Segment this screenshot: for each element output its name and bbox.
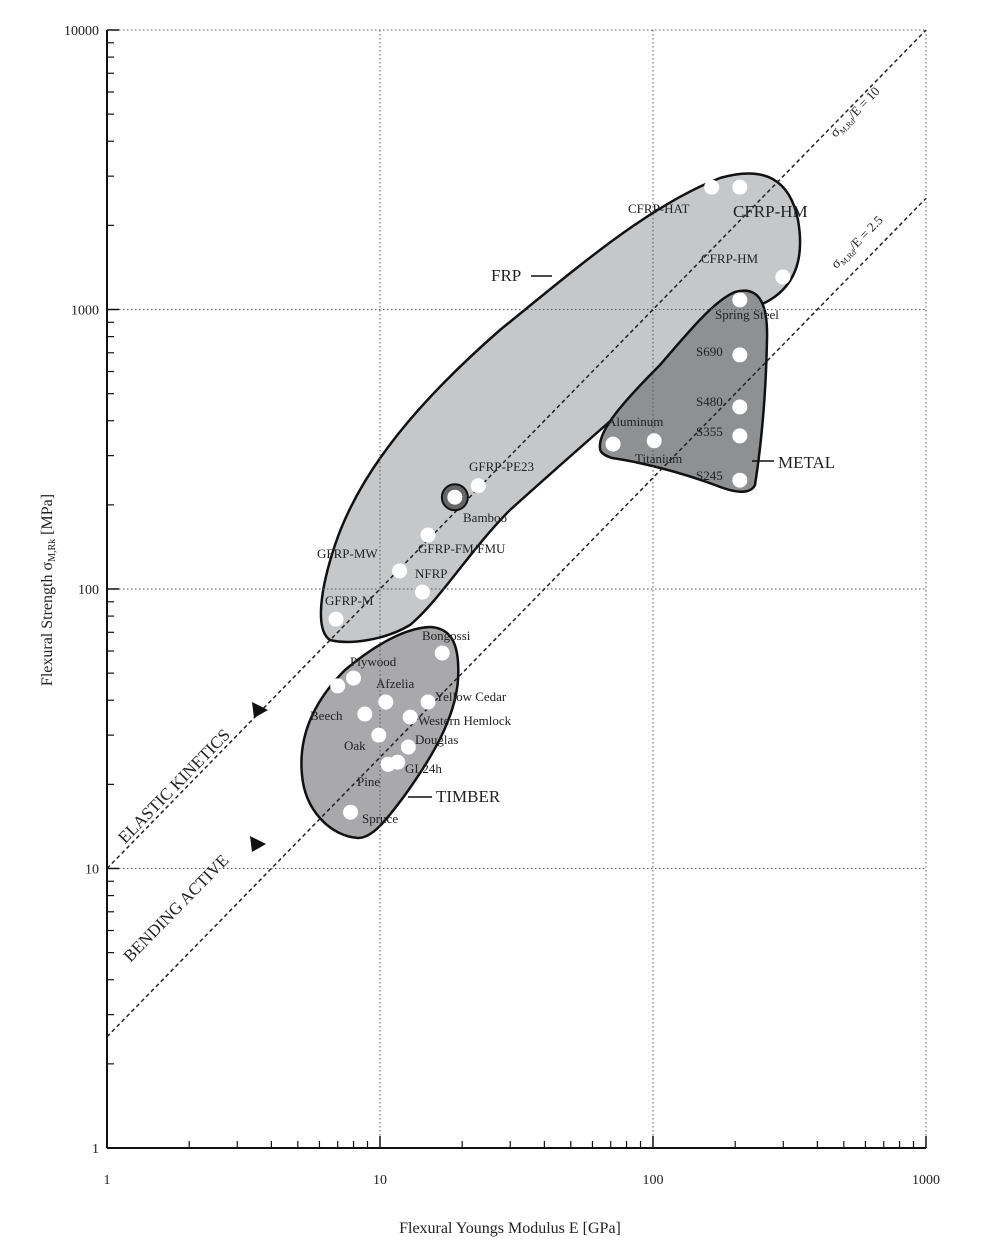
guide-text: /E = 10 [845, 84, 883, 122]
data-point [390, 754, 406, 770]
data-point [343, 804, 359, 820]
point-label: Bamboo [463, 510, 507, 525]
point-label: Yellow Cedar [435, 689, 507, 704]
region-label: METAL [778, 453, 835, 472]
data-point [378, 694, 394, 710]
data-point [732, 292, 748, 308]
point-label: Aluminum [607, 414, 663, 429]
y-label-subscript: M,Rk [47, 539, 58, 562]
data-point [732, 347, 748, 363]
point-label: Oak [344, 738, 366, 753]
point-label: Afzelia [376, 676, 414, 691]
y-tick-label: 10000 [64, 24, 99, 39]
data-point [704, 179, 720, 195]
y-tick-label: 10 [85, 863, 99, 878]
points [328, 179, 791, 820]
point-label: S480 [696, 394, 723, 409]
guide-line [106, 197, 927, 1038]
x-tick-label: 1 [104, 1173, 111, 1188]
point-label: GFRP-MW [317, 546, 378, 561]
data-point [732, 179, 748, 195]
guide-line [106, 29, 927, 870]
y-label-suffix: [MPa] [39, 494, 56, 539]
point-label: CFRP-HAT [628, 201, 689, 216]
point-label: Western Hemlock [418, 713, 512, 728]
data-point [775, 269, 791, 285]
guides: σM,Rd/E = 10 σM,Rd/E = 2.5 [106, 29, 927, 1038]
data-point [646, 433, 662, 449]
arrow-marker [250, 836, 266, 852]
guide-label: σM,Rd/E = 2.5 [828, 212, 887, 272]
data-point [420, 527, 436, 543]
point-label: Douglas [415, 732, 458, 747]
data-point [447, 489, 463, 505]
y-axis-label: Flexural Strength σM,Rk [MPa] [39, 494, 58, 686]
region-label: TIMBER [436, 787, 501, 806]
data-point [371, 727, 387, 743]
point-label: NFRP [415, 566, 448, 581]
point-label: GFRP-M [325, 593, 374, 608]
point-label: GFRP-FM/FMU [418, 541, 506, 556]
point-label: CFRP-HM [701, 251, 759, 266]
point-label: GFRP-PE23 [469, 459, 534, 474]
point-label: Plywood [350, 654, 397, 669]
data-point [392, 563, 408, 579]
labels: CFRP-HAT CFRP-HM CFRP-HM Spring Steel S690 S4… [310, 201, 808, 826]
data-point [732, 428, 748, 444]
annotation: ELASTIC KINETICS [114, 725, 233, 847]
data-point [605, 436, 621, 452]
data-point [346, 670, 362, 686]
point-label: Titanium [635, 451, 682, 466]
x-tick-label: 10 [373, 1173, 387, 1188]
point-label: Bongossi [422, 628, 471, 643]
data-point [330, 678, 346, 694]
point-label: Spring Steel [715, 307, 779, 322]
arrow-marker [252, 702, 268, 718]
x-axis-label: Flexural Youngs Modulus E [GPa] [399, 1220, 621, 1237]
data-point [420, 694, 436, 710]
point-label: S245 [696, 468, 723, 483]
y-tick-label: 100 [78, 583, 99, 598]
grid: 1 10 100 1000 1 10 100 1000 10000 [64, 24, 940, 1188]
point-label: Pine [357, 774, 380, 789]
data-point [732, 472, 748, 488]
region-frp [319, 172, 802, 644]
data-point [732, 399, 748, 415]
data-point [414, 584, 430, 600]
point-label: CFRP-HM [733, 202, 808, 221]
y-tick-label: 1 [92, 1142, 99, 1157]
data-point [328, 611, 344, 627]
region-metal [598, 289, 769, 493]
region-label: FRP [491, 266, 521, 285]
guide-text: /E = 2.5 [846, 212, 886, 252]
x-tick-label: 100 [643, 1173, 664, 1188]
data-point [400, 739, 416, 755]
point-label: Beech [310, 708, 343, 723]
guide-label: σM,Rd/E = 10 [827, 84, 884, 142]
point-label: Spruce [362, 811, 398, 826]
x-tick-label: 1000 [912, 1173, 940, 1188]
annotation: BENDING ACTIVE [120, 851, 233, 966]
data-point [470, 478, 486, 494]
point-label: S690 [696, 344, 723, 359]
y-label-text: Flexural Strength σ [39, 562, 56, 687]
point-label: S355 [696, 424, 723, 439]
y-tick-label: 1000 [71, 304, 99, 319]
data-point [434, 645, 450, 661]
point-label: GL24h [405, 761, 442, 776]
data-point [357, 706, 373, 722]
data-point [402, 709, 418, 725]
